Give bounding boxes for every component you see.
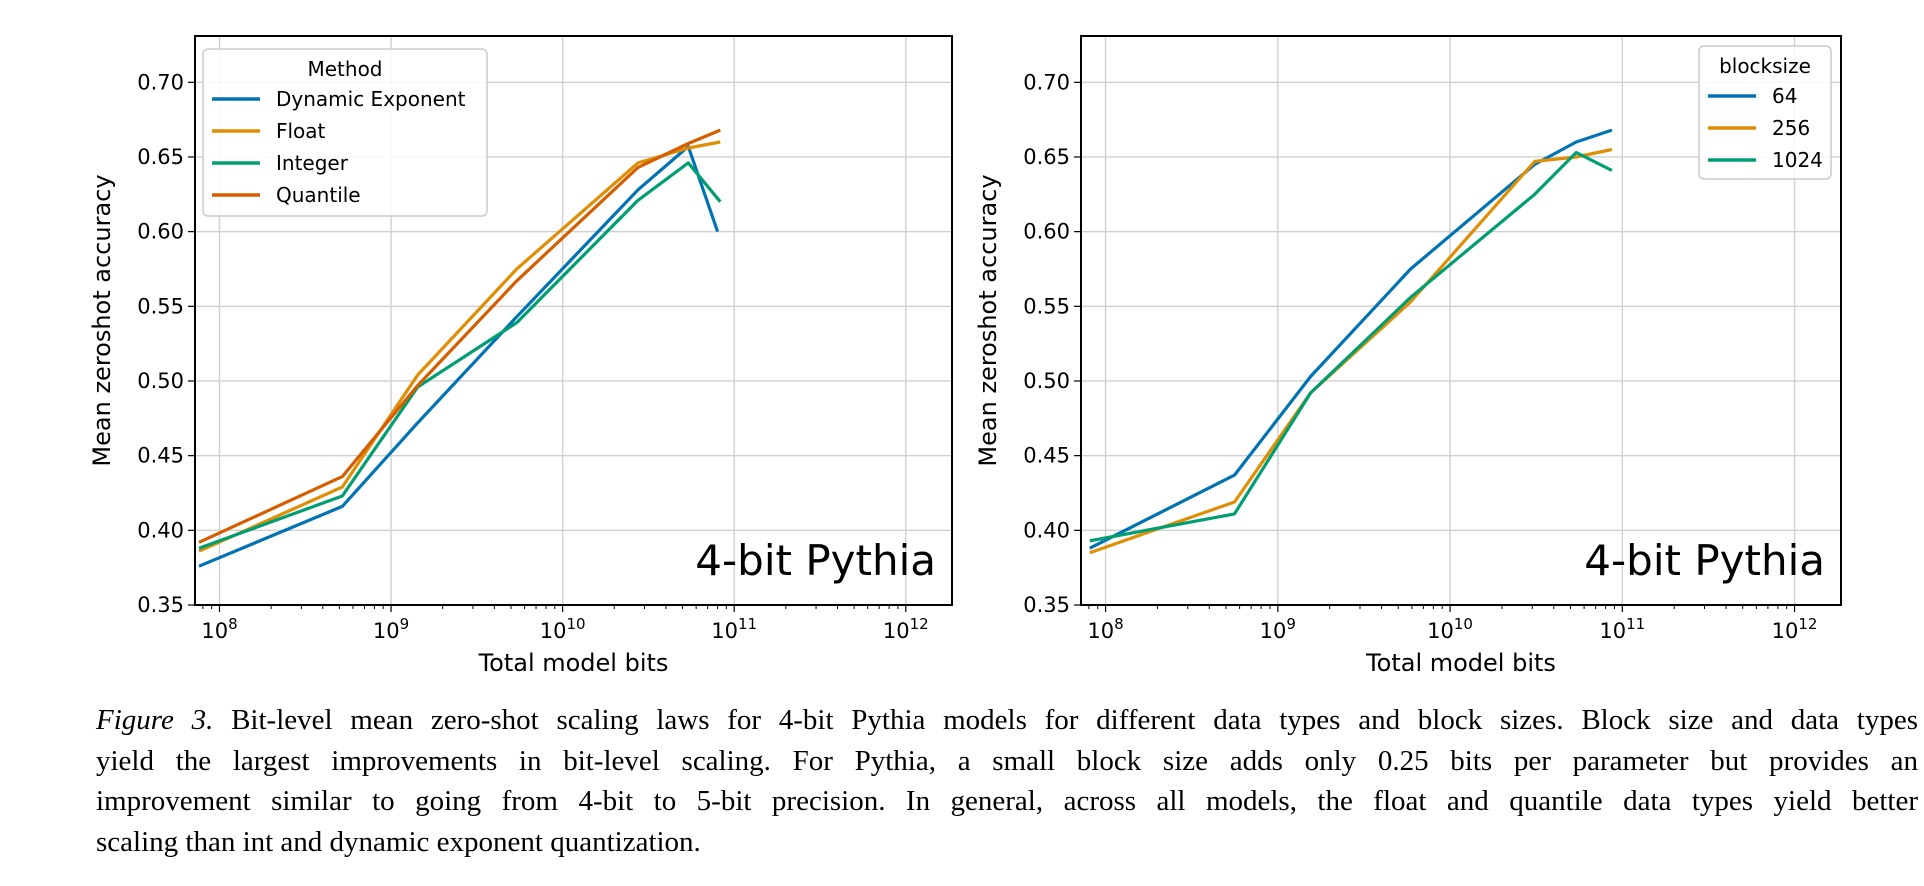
series-line-float (198, 140, 721, 553)
y-tick-label: 0.35 (137, 593, 184, 617)
legend: Method Dynamic Exponent Float Integer Quanti… (202, 48, 488, 217)
series-line-1024 (1089, 150, 1613, 543)
caption-text: Bit-level mean zero-shot scaling laws fo… (213, 704, 1918, 736)
x-tick-label: 108 (201, 615, 237, 643)
y-tick-label: 0.40 (1023, 518, 1070, 542)
chart-annotation: 4-bit Pythia (1584, 536, 1825, 585)
x-tick-label: 1011 (711, 615, 757, 643)
y-axis-label: Mean zeroshot accuracy (974, 174, 1002, 466)
x-tick-label: 1011 (1599, 615, 1645, 643)
x-tick-label: 1010 (540, 615, 586, 643)
x-tick-label: 109 (1260, 615, 1296, 643)
legend: blocksize 64 256 1024 (1698, 45, 1832, 180)
legend-title: blocksize (1719, 54, 1811, 78)
x-tick-label: 108 (1087, 615, 1123, 643)
caption-line: Figure 3. Bit-level mean zero-shot scali… (96, 700, 1918, 741)
series-line-quantile (198, 128, 721, 544)
caption-line: improvement similar to going from 4-bit … (96, 785, 1918, 817)
chart-panel-2: 0.35 0.40 0.45 0.50 0.55 0.60 0.65 0.70 108 109 10… (974, 35, 1842, 677)
series-line-64 (1089, 128, 1613, 550)
y-tick-label: 0.45 (1023, 444, 1070, 468)
legend-entry-label: 1024 (1772, 148, 1823, 172)
y-tick-label: 0.65 (137, 145, 184, 169)
legend-box (1698, 45, 1832, 180)
chart-annotation: 4-bit Pythia (695, 536, 936, 585)
x-tick-label: 1010 (1427, 615, 1473, 643)
y-tick-label: 0.60 (1023, 220, 1070, 244)
y-tick-label: 0.60 (137, 220, 184, 244)
legend-entry-label: Integer (276, 151, 349, 175)
axes-frame (194, 35, 953, 606)
caption-label: Figure 3. (96, 704, 214, 736)
series-line-256 (1089, 147, 1613, 555)
y-tick-label: 0.55 (137, 294, 184, 318)
legend-entry-label: 256 (1772, 116, 1810, 140)
x-tick-label: 1012 (1772, 615, 1818, 643)
caption-line: scaling than int and dynamic exponent qu… (96, 825, 701, 858)
y-tick-label: 0.70 (137, 70, 184, 94)
axes-frame (1080, 35, 1842, 606)
caption-line: yield the largest improvements in bit-le… (96, 744, 1918, 777)
x-axis-label: Total model bits (1365, 649, 1556, 677)
y-tick-label: 0.55 (1023, 294, 1070, 318)
y-tick-label: 0.65 (1023, 145, 1070, 169)
y-axis-label: Mean zeroshot accuracy (88, 174, 116, 466)
x-tick-label: 1012 (883, 615, 929, 643)
chart-panel-1: 0.35 0.40 0.45 0.50 0.55 0.60 0.65 0.70 108 109 10… (88, 35, 953, 677)
x-tick-label: 109 (373, 615, 409, 643)
y-tick-label: 0.45 (137, 444, 184, 468)
y-tick-label: 0.35 (1023, 593, 1070, 617)
legend-entry-label: Dynamic Exponent (276, 87, 466, 111)
y-tick-label: 0.50 (1023, 369, 1070, 393)
legend-entry-label: Float (276, 119, 326, 143)
figure-charts: 0.35 0.40 0.45 0.50 0.55 0.60 0.65 0.70 108 109 10… (88, 35, 1842, 677)
legend-box (202, 48, 488, 217)
y-tick-label: 0.70 (1023, 70, 1070, 94)
series-line-integer (198, 161, 722, 550)
legend-entry-label: 64 (1772, 84, 1797, 108)
legend-title: Method (307, 57, 382, 81)
y-tick-label: 0.40 (137, 518, 184, 542)
legend-entry-label: Quantile (276, 183, 361, 207)
y-tick-label: 0.50 (137, 369, 184, 393)
x-axis-label: Total model bits (478, 649, 669, 677)
figure-caption: Figure 3. Bit-level mean zero-shot scali… (96, 700, 1918, 862)
